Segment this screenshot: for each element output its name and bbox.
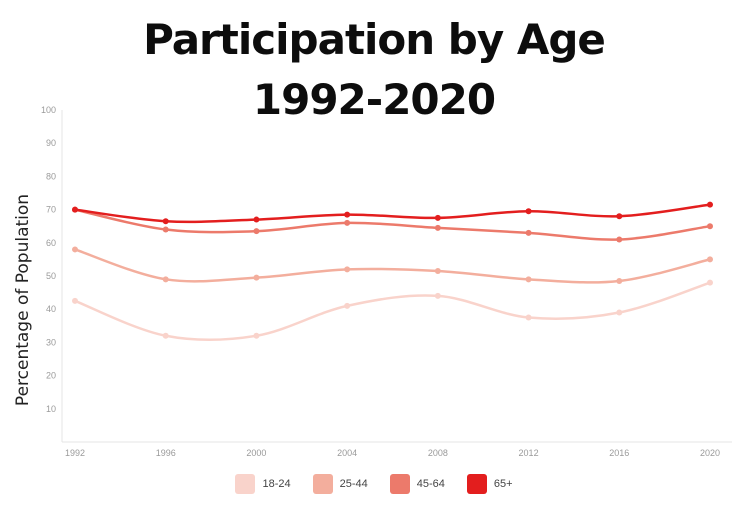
data-point-65+	[434, 214, 441, 221]
data-point-18-24	[525, 314, 532, 321]
legend-item-25-44: 25-44	[312, 474, 368, 494]
x-tick-label: 2016	[609, 448, 629, 458]
x-tick-label: 2008	[428, 448, 448, 458]
x-tick-label: 2004	[337, 448, 357, 458]
x-tick-label: 1996	[156, 448, 176, 458]
y-tick-label: 100	[41, 105, 56, 115]
data-point-45-64	[162, 226, 169, 233]
legend-label: 65+	[493, 478, 513, 490]
y-tick-label: 50	[46, 271, 56, 281]
y-tick-label: 30	[46, 337, 56, 347]
y-tick-label: 70	[46, 205, 56, 215]
data-point-18-24	[162, 332, 169, 339]
y-tick-label: 90	[46, 138, 56, 148]
legend-swatch	[466, 474, 487, 494]
data-point-25-44	[344, 266, 351, 273]
data-point-65+	[525, 208, 532, 215]
legend-swatch	[235, 474, 256, 494]
data-point-45-64	[344, 219, 351, 226]
legend-swatch	[389, 474, 410, 494]
x-tick-label: 1992	[65, 448, 85, 458]
data-point-18-24	[344, 302, 351, 309]
data-point-65+	[72, 206, 78, 213]
y-tick-label: 60	[46, 238, 56, 248]
data-point-18-24	[616, 309, 623, 316]
data-point-25-44	[707, 256, 713, 263]
data-point-25-44	[253, 274, 260, 281]
data-point-25-44	[616, 277, 623, 284]
data-point-65+	[253, 216, 260, 223]
data-point-45-64	[707, 223, 713, 230]
x-tick-label: 2020	[700, 448, 720, 458]
data-point-18-24	[434, 292, 441, 299]
data-point-65+	[344, 211, 351, 218]
data-point-45-64	[253, 228, 260, 235]
data-point-65+	[707, 201, 713, 208]
x-tick-label: 2000	[246, 448, 266, 458]
legend-item-45-64: 45-64	[389, 474, 445, 494]
data-point-25-44	[525, 276, 532, 283]
data-point-25-44	[434, 268, 441, 275]
legend-label: 45-64	[416, 478, 445, 490]
legend-item-18-24: 18-24	[235, 474, 291, 494]
chart-subtitle: 1992-2020	[252, 75, 496, 124]
data-point-65+	[616, 213, 623, 220]
data-point-65+	[162, 218, 169, 225]
series-line-18-24	[73, 281, 712, 342]
data-point-18-24	[707, 279, 713, 286]
chart-title: Participation by Age	[143, 15, 606, 64]
y-axis-label: Percentage of Population	[13, 194, 33, 406]
data-point-45-64	[525, 229, 532, 236]
data-point-25-44	[162, 276, 169, 283]
legend-swatch	[312, 474, 333, 494]
y-tick-label: 40	[46, 304, 56, 314]
x-tick-label: 2012	[519, 448, 539, 458]
y-tick-label: 10	[46, 404, 56, 414]
series-group	[72, 201, 713, 342]
data-point-45-64	[434, 224, 441, 231]
data-point-25-44	[72, 246, 78, 253]
series-line-45-64	[73, 208, 712, 241]
legend-label: 18-24	[262, 478, 291, 490]
data-point-45-64	[616, 236, 623, 243]
data-point-18-24	[253, 332, 260, 339]
data-point-18-24	[72, 297, 78, 304]
legend-item-65+: 65+	[466, 474, 513, 494]
chart-axes: 10 20 30 40 50 60 70 80 90 100 1992 1996 2000 2004 200…	[41, 105, 732, 458]
y-tick-label: 80	[46, 171, 56, 181]
legend: 18-24 25-44 45-64 65+	[0, 474, 748, 494]
series-line-65+	[73, 203, 712, 224]
series-line-25-44	[73, 248, 712, 284]
y-tick-label: 20	[46, 371, 56, 381]
legend-label: 25-44	[339, 478, 368, 490]
